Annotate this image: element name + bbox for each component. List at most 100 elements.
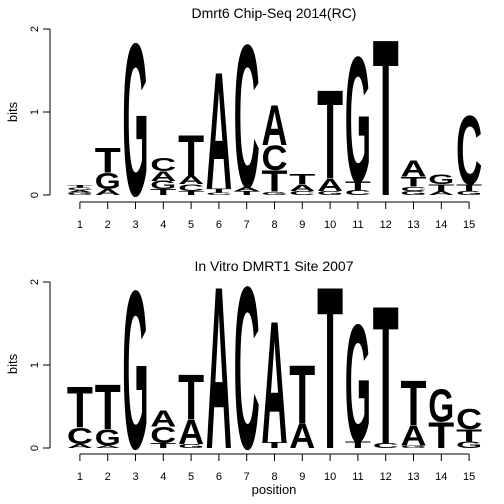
letter-t-mark: T bbox=[373, 266, 399, 486]
x-tick-label: 10 bbox=[324, 471, 336, 483]
letter-t-mark: T bbox=[67, 185, 94, 189]
x-tick-label: 12 bbox=[380, 219, 392, 231]
letter-c-mark: C bbox=[289, 190, 315, 196]
x-tick-label: 6 bbox=[216, 219, 222, 231]
x-tick-label: 8 bbox=[271, 219, 277, 231]
letter-g-mark: G bbox=[345, 289, 371, 478]
letter-g-mark: G bbox=[67, 192, 93, 196]
letter-t-mark: T bbox=[67, 375, 93, 440]
x-tick-label: 13 bbox=[407, 471, 419, 483]
x-tick-label: 14 bbox=[435, 471, 447, 483]
letter-t-mark: T bbox=[178, 362, 204, 433]
letter-c-mark: C bbox=[345, 189, 371, 197]
letter-t-mark: T bbox=[178, 123, 204, 188]
letter-g-mark: G bbox=[345, 20, 371, 220]
letter-g-mark: G bbox=[95, 169, 121, 195]
x-tick-label: 5 bbox=[188, 219, 194, 231]
letter-t-mark: T bbox=[262, 165, 289, 199]
letter-t-mark: T bbox=[456, 426, 482, 445]
x-tick-label: 6 bbox=[216, 471, 222, 483]
letter-a-mark: A bbox=[289, 182, 315, 193]
letter-g-mark: G bbox=[95, 425, 121, 451]
letter-t-mark: T bbox=[95, 142, 121, 180]
letter-a-mark: A bbox=[178, 174, 204, 187]
x-tick-label: 15 bbox=[463, 219, 475, 231]
x-tick-label: 1 bbox=[77, 219, 83, 231]
x-tick-label: 11 bbox=[352, 219, 363, 231]
letter-g-mark: G bbox=[178, 443, 204, 450]
letter-a-mark: A bbox=[234, 186, 260, 192]
letter-c-mark: C bbox=[373, 442, 399, 450]
x-tick-label: 2 bbox=[105, 471, 111, 483]
logo-panel-bottom: In Vitro DMRT1 Site 2007 bits position A… bbox=[5, 239, 482, 498]
letter-t-mark: T bbox=[95, 372, 121, 443]
letter-a-mark: A bbox=[178, 413, 204, 451]
letter-c-mark: C bbox=[456, 95, 482, 205]
letter-c-mark: C bbox=[234, 3, 260, 231]
x-tick-label: 4 bbox=[160, 471, 166, 483]
letter-a-mark: A bbox=[262, 94, 288, 159]
x-axis-label: position bbox=[252, 482, 297, 497]
letter-t-mark: T bbox=[345, 440, 371, 451]
letter-a-mark: A bbox=[262, 284, 288, 479]
letter-c-mark: C bbox=[206, 192, 232, 196]
letter-c-mark: C bbox=[401, 186, 427, 192]
x-tick-label: 2 bbox=[105, 219, 111, 231]
letter-t-mark: T bbox=[456, 182, 482, 193]
letter-c-mark: C bbox=[67, 187, 93, 191]
letter-g-mark: G bbox=[456, 440, 482, 450]
x-tick-label: 11 bbox=[352, 471, 363, 483]
letter-t-mark: T bbox=[401, 174, 427, 190]
letter-g-mark: G bbox=[262, 191, 288, 196]
letter-a-mark: A bbox=[206, 38, 232, 225]
letter-t-mark: T bbox=[206, 188, 233, 194]
letter-a-mark: A bbox=[150, 407, 176, 432]
x-tick-label: 13 bbox=[407, 219, 419, 231]
x-tick-label: 7 bbox=[244, 219, 250, 231]
letter-a-mark: A bbox=[317, 175, 343, 195]
letter-t-mark: T bbox=[401, 368, 427, 439]
letter-t-mark: T bbox=[262, 441, 288, 450]
letter-a-mark: A bbox=[95, 445, 121, 449]
letter-c-mark: C bbox=[150, 155, 176, 176]
letter-t-mark: T bbox=[150, 188, 176, 197]
x-tick-label: 3 bbox=[132, 471, 138, 483]
x-tick-label: 10 bbox=[324, 219, 336, 231]
letter-t-mark: T bbox=[317, 64, 343, 206]
letter-a-mark: A bbox=[67, 190, 93, 194]
letter-t-mark: T bbox=[289, 171, 316, 188]
x-tick-label: 3 bbox=[132, 219, 138, 231]
y-tick-label: 2 bbox=[29, 279, 41, 285]
x-tick-label: 7 bbox=[244, 471, 250, 483]
letter-t-mark: T bbox=[234, 190, 261, 196]
y-axis-label: bits bbox=[5, 101, 20, 122]
x-tick-label: 9 bbox=[299, 471, 305, 483]
letter-c-mark: C bbox=[150, 423, 176, 448]
chart-title: In Vitro DMRT1 Site 2007 bbox=[194, 258, 353, 274]
letter-t-mark: T bbox=[345, 180, 371, 193]
letter-a-mark: A bbox=[428, 190, 454, 196]
letter-a-mark: A bbox=[401, 157, 427, 182]
letter-a-mark: A bbox=[289, 418, 315, 456]
y-tick-label: 2 bbox=[29, 26, 41, 32]
letter-g-mark: G bbox=[428, 379, 454, 432]
x-tick-label: 12 bbox=[380, 471, 392, 483]
letter-c-mark: C bbox=[178, 182, 204, 193]
letter-t-mark: T bbox=[428, 182, 454, 193]
letter-g-mark: G bbox=[317, 190, 343, 197]
letter-a-mark: A bbox=[150, 168, 176, 184]
x-tick-label: 5 bbox=[188, 471, 194, 483]
letter-g-mark: G bbox=[428, 172, 454, 187]
x-tick-label: 14 bbox=[435, 219, 447, 231]
letter-g-mark: G bbox=[401, 445, 427, 449]
y-tick-label: 0 bbox=[29, 445, 41, 451]
letter-g-mark: G bbox=[401, 190, 427, 197]
x-tick-label: 8 bbox=[271, 471, 277, 483]
y-tick-label: 0 bbox=[29, 192, 41, 198]
x-tick-label: 1 bbox=[77, 471, 83, 483]
